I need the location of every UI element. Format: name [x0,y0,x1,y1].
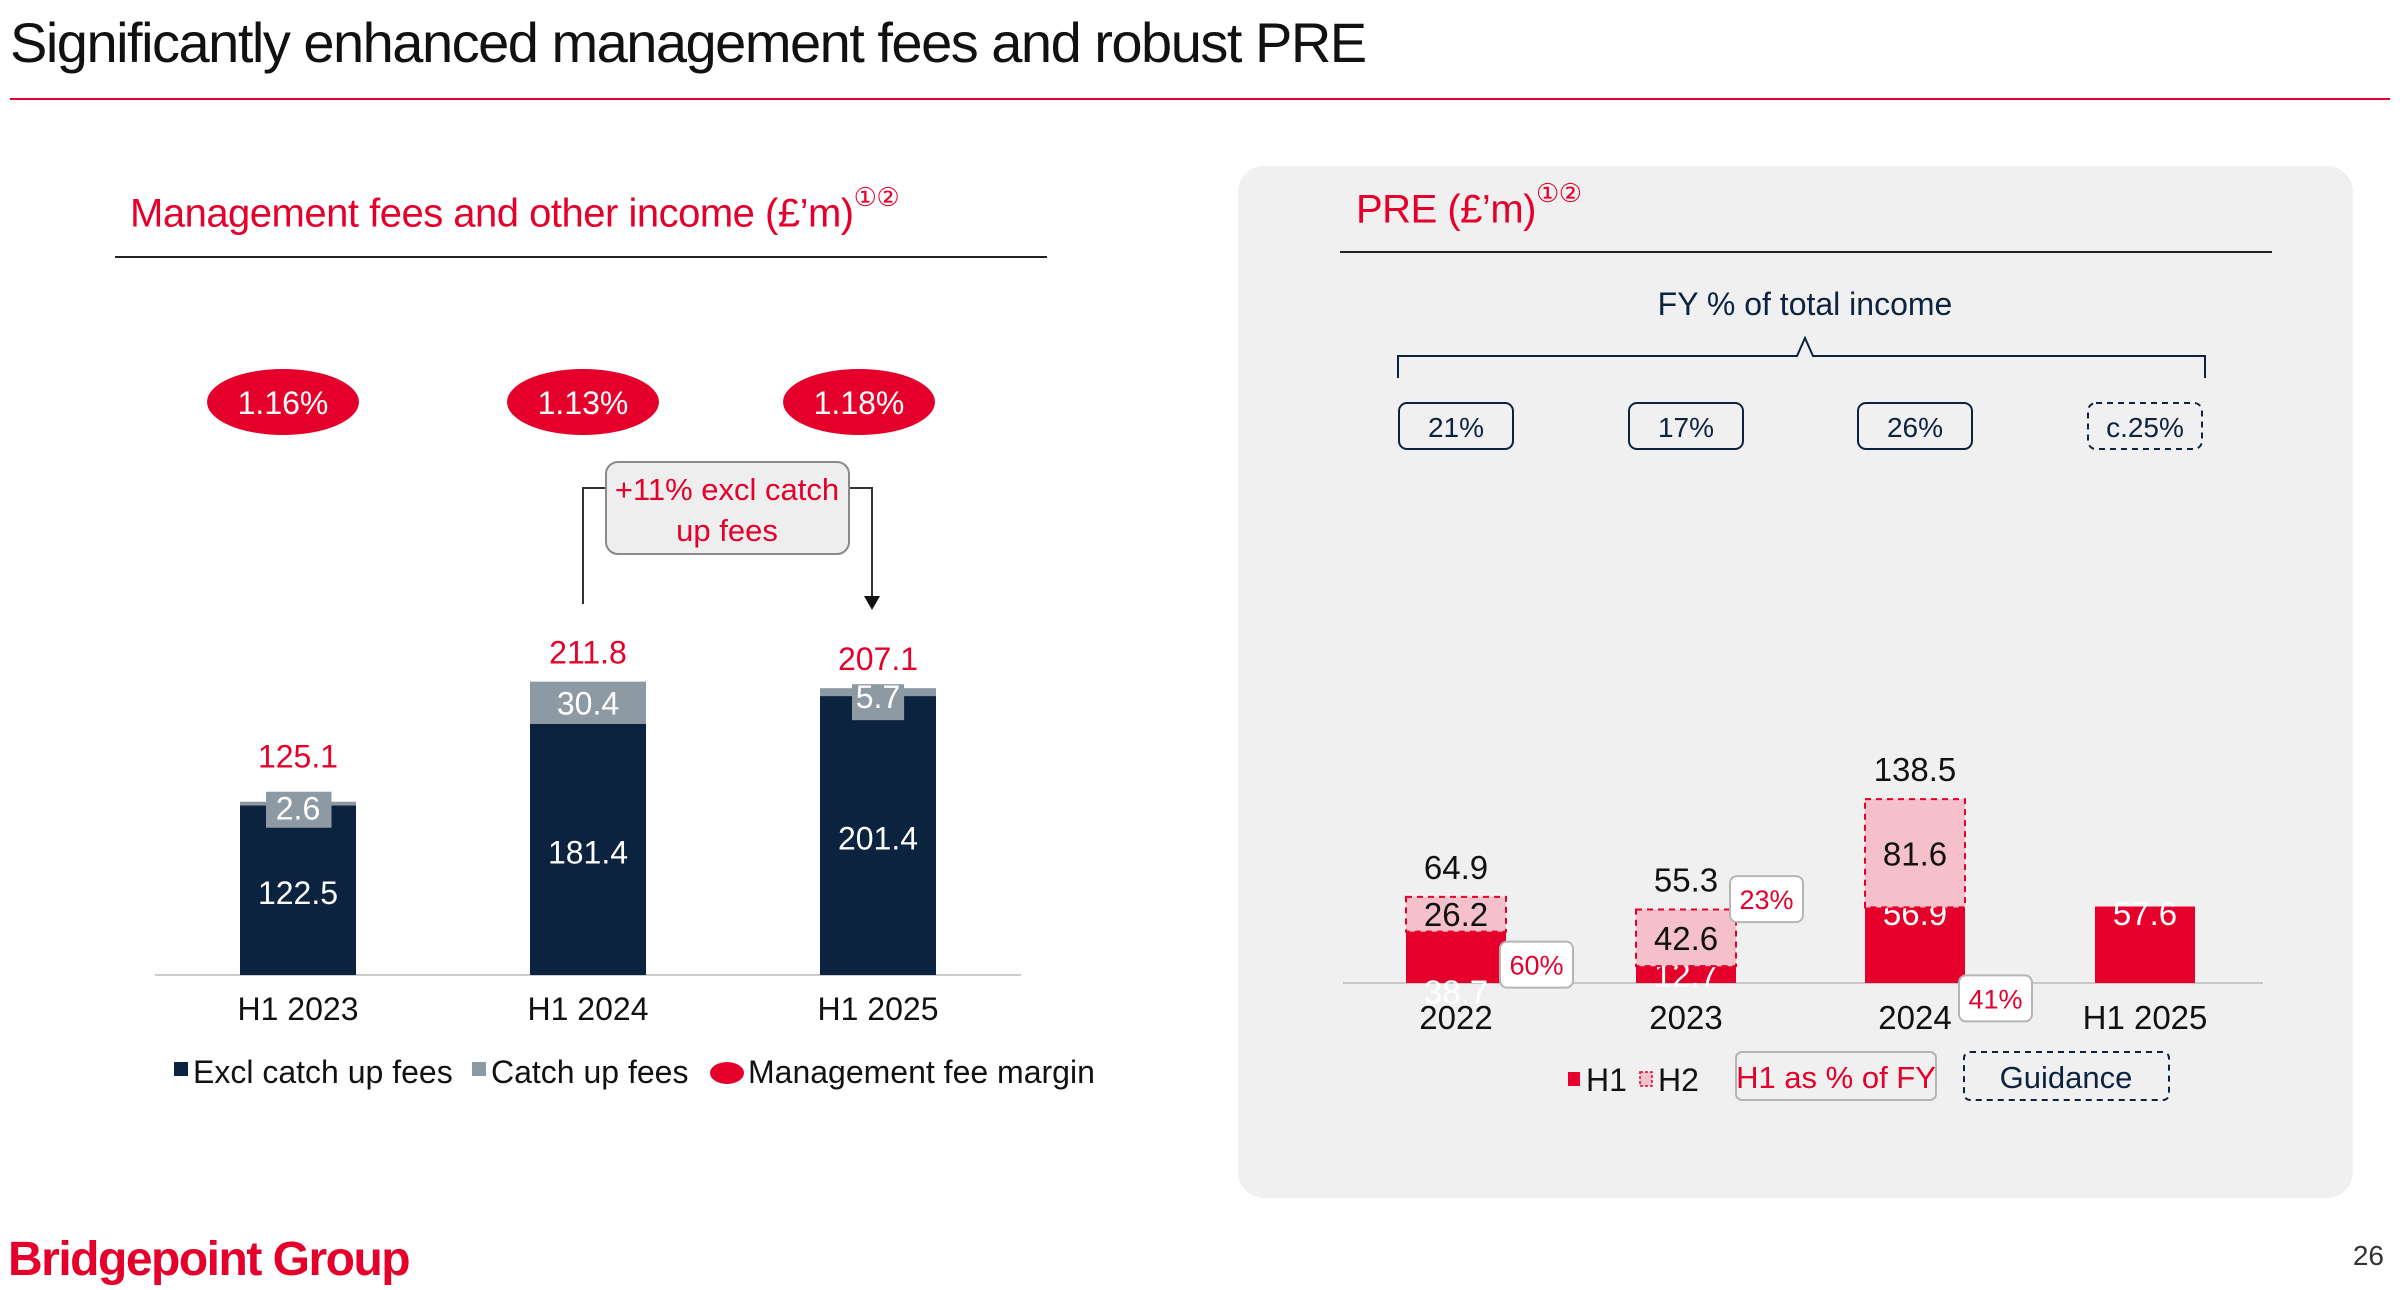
fy-pct-label: c.25% [2106,412,2184,443]
h1-pct-of-fy-box [1958,974,2033,1023]
margin-value-label: 1.16% [238,385,329,421]
growth-connector-left [582,487,605,604]
legend-swatch-h1 [1568,1072,1580,1086]
growth-arrowhead [864,596,880,610]
growth-connector-right [850,487,873,598]
excl-catch-up-value-label: 181.4 [548,834,628,870]
bracket-label: FY % of total income [1658,286,1953,322]
legend-label-margin: Management fee margin [748,1054,1095,1090]
pre-chart-panel [1238,166,2353,1198]
left-chart-title-text: Management fees and other income (£’m) [130,191,854,236]
h2-value-label: 42.6 [1654,920,1718,957]
bar-excl-catch-up-fees [820,696,936,975]
legend-label-h1: H1 [1586,1062,1627,1098]
catch-up-label-box [852,684,905,721]
bar-excl-catch-up-fees [240,805,356,975]
title-rule [10,98,2390,100]
catch-up-value-label: 30.4 [557,686,619,722]
growth-annotation-line2: up fees [676,513,778,548]
excl-catch-up-value-label: 201.4 [838,821,918,857]
right-chart-footnote-refs: ①② [1535,178,1582,208]
pre-chart: FY % of total income 21% 38.7 26.2 64.9 60% 20… [1343,286,2263,1101]
right-chart-title-rule [1340,251,2272,253]
excl-catch-up-value-label: 122.5 [258,875,338,911]
total-value-label: 207.1 [838,641,918,677]
catch-up-value-label: 5.7 [856,679,900,715]
h2-value-label: 81.6 [1883,835,1947,872]
bar-h1 [1406,931,1506,983]
x-tick-label: H1 2025 [2083,999,2208,1036]
margin-pill [507,369,659,435]
h2-value-label: 26.2 [1424,896,1488,933]
legend-guidance-box [1963,1051,2170,1101]
legend-label-guidance: Guidance [2000,1060,2133,1095]
legend-swatch-catch-up [472,1062,486,1076]
total-value-label: 55.3 [1654,862,1718,899]
total-value-label: 138.5 [1874,751,1957,788]
total-value-label: 125.1 [258,739,338,775]
guidance-pct-box [2087,402,2203,450]
legend-label-catch-up: Catch up fees [491,1054,688,1090]
catch-up-value-label: 2.6 [276,791,320,827]
bar-h1 [1865,907,1965,983]
growth-annotation-line1: +11% excl catch [615,472,839,507]
total-value-label: 211.8 [549,635,627,671]
bar-catch-up-fees [530,681,646,724]
x-tick-label: H1 2023 [238,991,359,1027]
margin-value-label: 1.18% [814,385,905,421]
legend-label-h1-pct: H1 as % of FY [1736,1060,1936,1095]
margin-pill [783,369,935,435]
x-tick-label: H1 2024 [528,991,649,1027]
bar-h1 [2095,906,2195,983]
legend-swatch-margin [710,1062,744,1084]
legend-label-excl-catch-up: Excl catch up fees [193,1054,453,1090]
legend-label-h2: H2 [1658,1062,1699,1098]
fy-pct-label: 26% [1887,412,1943,443]
h1-pct-of-fy-box [1499,940,1574,989]
bar-h2 [1405,895,1507,933]
bar-excl-catch-up-fees [530,723,646,975]
bar-h2 [1864,798,1966,909]
fy-pct-label: 17% [1658,412,1714,443]
h1-pct-of-fy-box [1729,875,1804,924]
legend-h1-pct-box [1735,1051,1937,1101]
x-tick-label: 2023 [1649,999,1722,1036]
x-tick-label: 2024 [1878,999,1951,1036]
h1-pct-of-fy-label: 60% [1509,951,1563,981]
growth-annotation-box [605,461,850,555]
margin-pill [207,369,359,435]
right-chart-title: PRE (£’m)①② [1356,178,1582,232]
left-chart-footnote-refs: ①② [853,182,900,212]
right-chart-title-text: PRE (£’m) [1356,187,1536,232]
total-value-label: 64.9 [1424,849,1488,886]
bridgepoint-logo: Bridgepoint Group [8,1233,411,1286]
h1-pct-of-fy-label: 41% [1968,984,2022,1014]
catch-up-label-box [266,791,332,828]
fy-pct-box [1857,402,1973,450]
x-tick-label: 2022 [1419,999,1492,1036]
slide-title: Significantly enhanced management fees a… [10,11,1367,74]
h1-pct-of-fy-label: 23% [1739,885,1793,915]
fy-pct-label: 21% [1428,412,1484,443]
h1-value-label: 57.6 [2113,895,2177,932]
h1-value-label: 38.7 [1424,974,1488,1011]
margin-value-label: 1.13% [538,385,629,421]
fy-pct-box [1398,402,1514,450]
legend-swatch-h2 [1639,1071,1653,1087]
income-bracket [1397,335,2206,378]
page-number: 26 [2352,1240,2384,1271]
bar-h1 [1636,966,1736,983]
left-chart-title-rule [115,256,1047,258]
x-tick-label: H1 2025 [818,991,939,1027]
left-chart-title: Management fees and other income (£’m)①② [130,182,900,236]
bar-h2 [1635,908,1737,968]
fy-pct-box [1628,402,1744,450]
legend-swatch-excl-catch-up [174,1062,188,1076]
management-fees-chart: 122.5 2.6 125.1 H1 2023 1.16% 181.4 30.4 211.8 H… [155,369,1095,1090]
